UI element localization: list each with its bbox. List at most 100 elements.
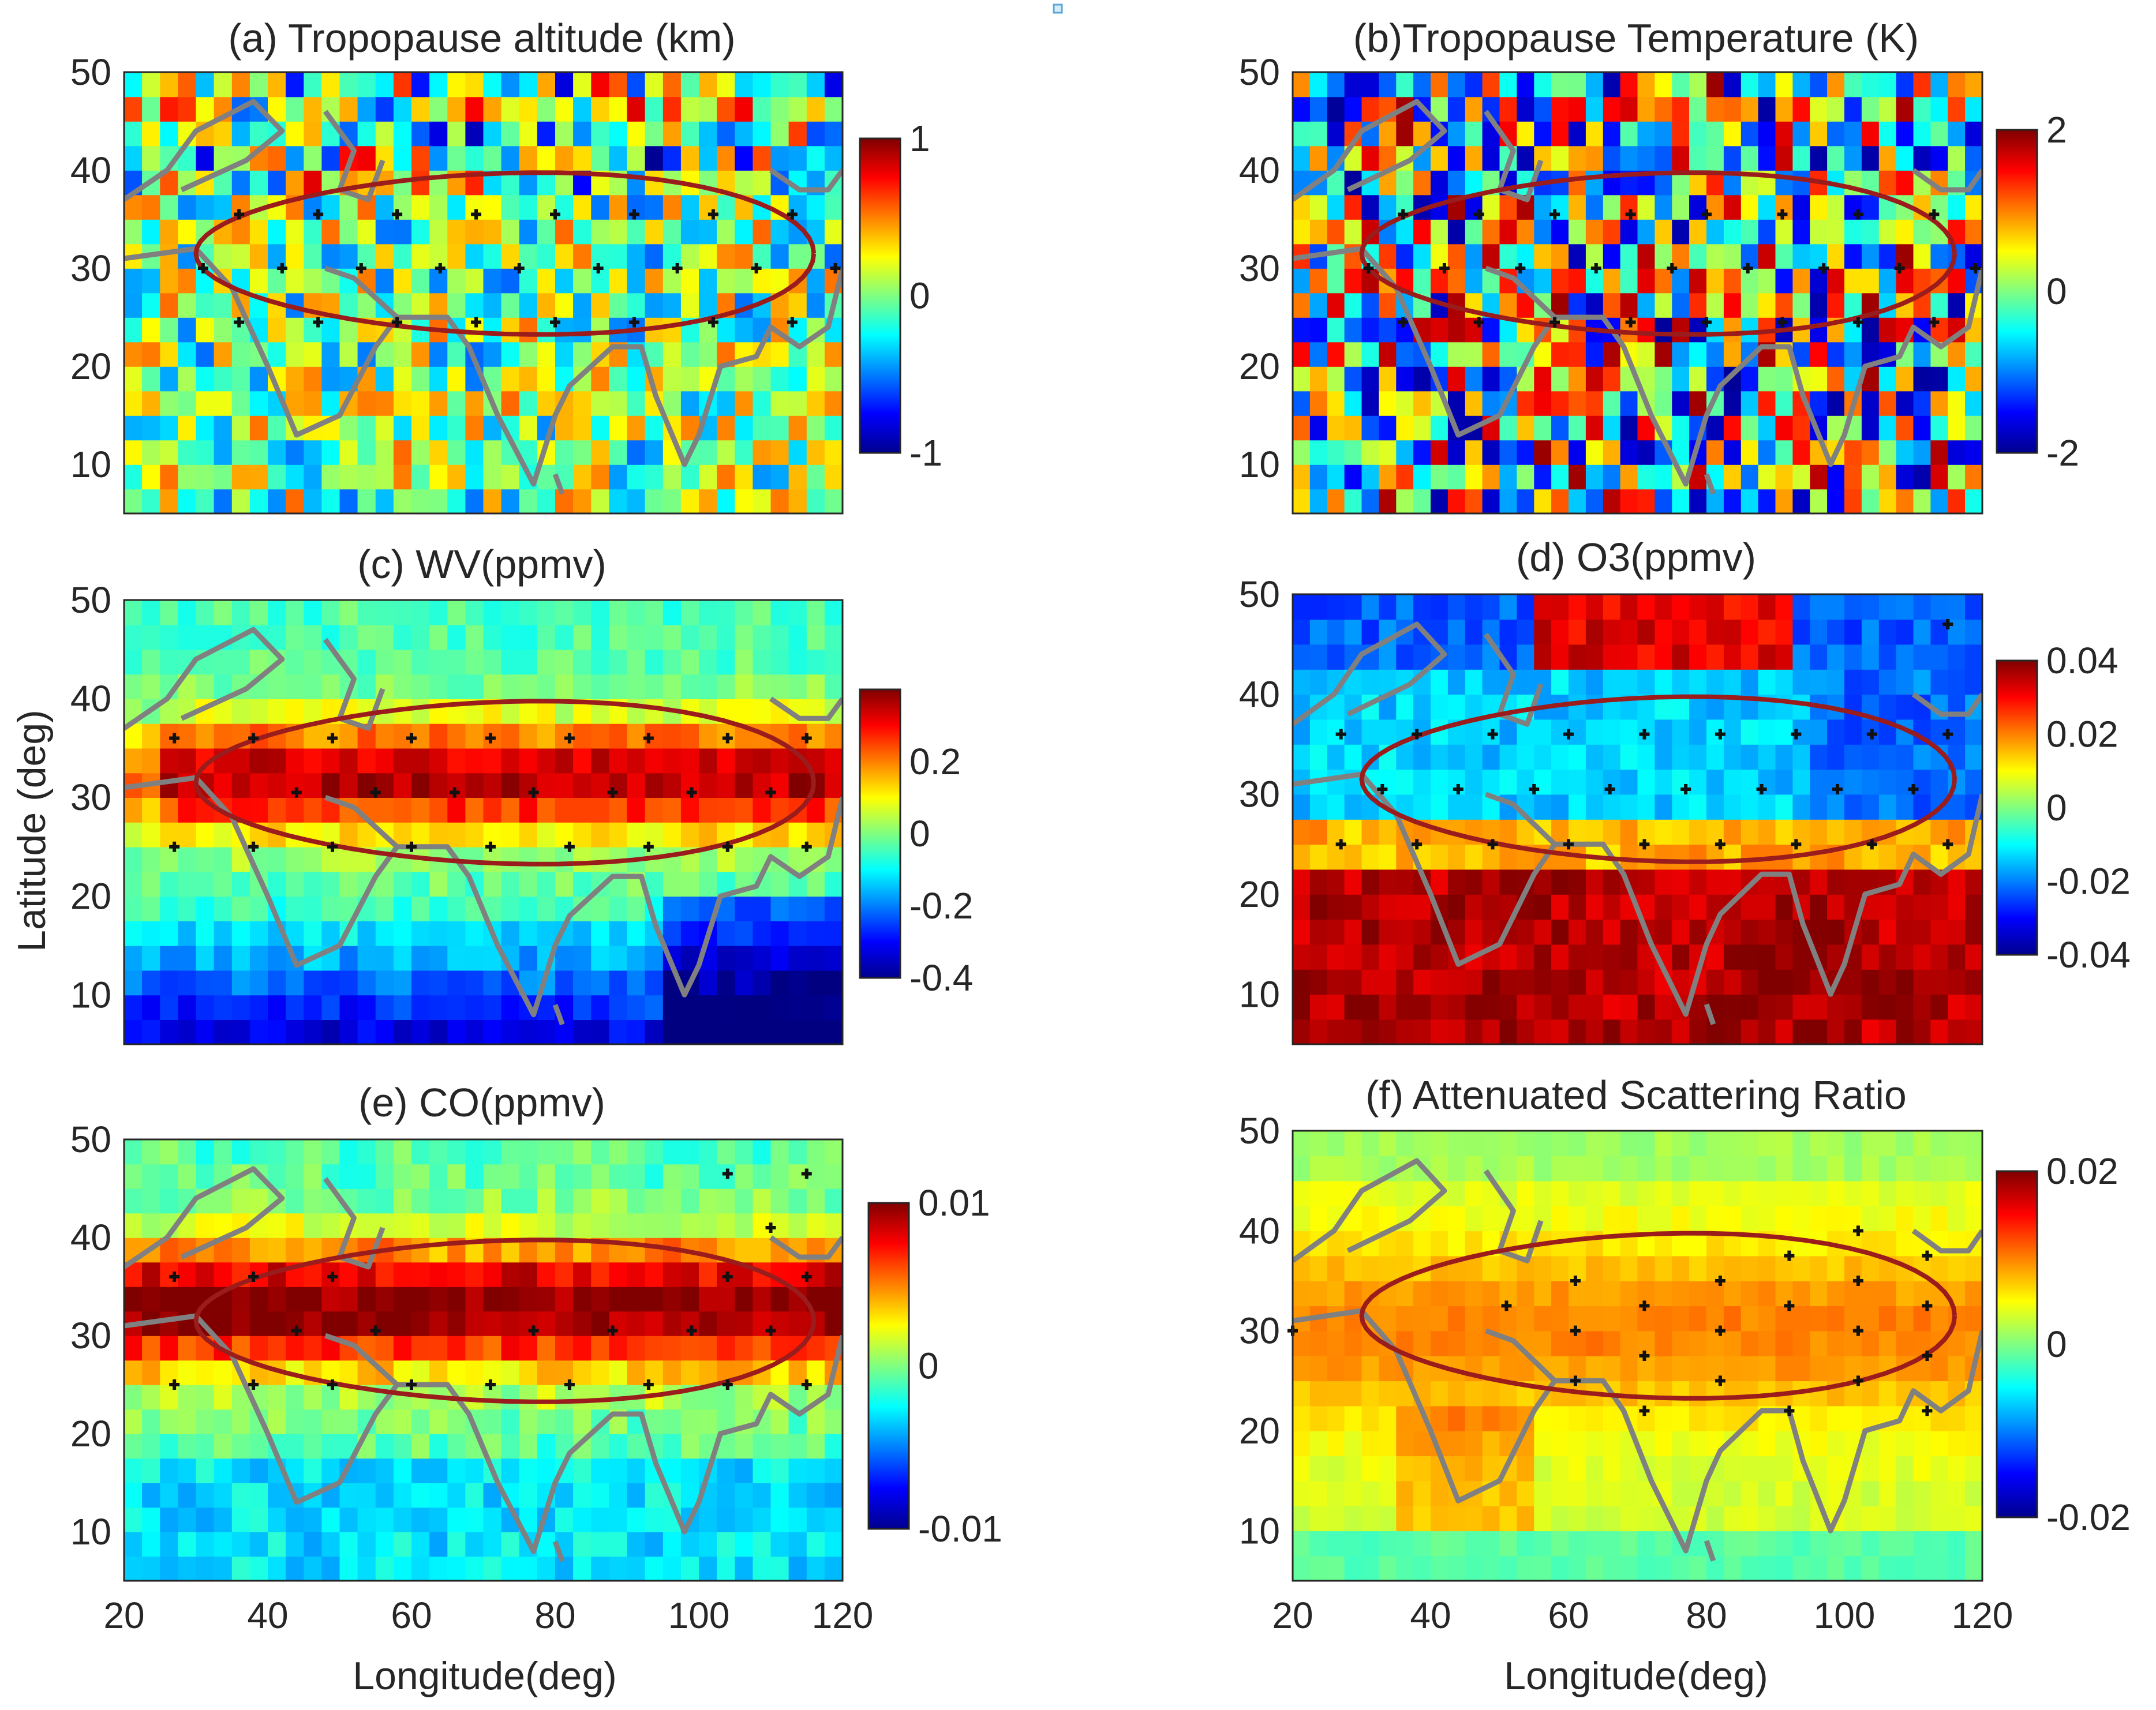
heat-cell xyxy=(1740,1131,1759,1157)
heat-cell xyxy=(1827,96,1845,122)
heat-cell xyxy=(537,1385,556,1410)
heat-cell xyxy=(1465,170,1483,196)
heat-cell xyxy=(609,1507,628,1532)
heat-cell xyxy=(735,1019,754,1044)
heat-cell xyxy=(1534,1506,1552,1532)
heat-cell xyxy=(268,1483,286,1508)
heat-cell xyxy=(1930,994,1949,1020)
heat-cell xyxy=(1447,1231,1466,1257)
heat-cell xyxy=(1585,342,1604,367)
heat-cell xyxy=(1327,1255,1345,1281)
heat-cell xyxy=(1930,1431,1949,1457)
heat-cell xyxy=(1361,1480,1380,1506)
heat-cell xyxy=(1447,1306,1466,1332)
heat-cell xyxy=(1948,644,1966,670)
heat-cell xyxy=(1431,694,1448,720)
heat-cell xyxy=(1361,1356,1380,1382)
heat-cell xyxy=(662,366,682,392)
heat-cell xyxy=(1948,719,1966,745)
significance-marker xyxy=(313,317,324,328)
heat-cell xyxy=(1361,96,1380,122)
heat-cell xyxy=(1775,1431,1794,1457)
heat-cell xyxy=(1861,440,1880,465)
heat-cell xyxy=(1758,719,1776,745)
heat-cell xyxy=(1810,72,1828,97)
heat-cell xyxy=(1948,919,1966,945)
heat-cell xyxy=(1637,1306,1656,1332)
heat-cell xyxy=(393,624,412,650)
panel-e-xticks: 20 40 60 80 100 120 xyxy=(103,1595,873,1636)
heat-cell xyxy=(375,921,394,946)
heat-cell xyxy=(591,1188,610,1214)
heat-cell xyxy=(393,921,412,946)
heat-cell xyxy=(1361,72,1380,97)
heat-cell xyxy=(196,1483,215,1508)
heat-cell xyxy=(1465,1281,1483,1307)
heat-cell xyxy=(196,489,215,513)
heat-cell xyxy=(1792,1506,1811,1532)
significance-marker xyxy=(1894,263,1905,273)
significance-marker xyxy=(485,841,496,852)
heat-cell xyxy=(1309,121,1328,147)
heat-cell xyxy=(1655,1156,1673,1182)
heat-cell xyxy=(1965,1156,1982,1182)
heat-cell xyxy=(1551,1531,1569,1557)
significance-marker xyxy=(643,1379,654,1390)
significance-marker xyxy=(1398,317,1409,328)
heat-cell xyxy=(770,1287,789,1312)
y-tick-label: 10 xyxy=(70,974,111,1015)
heat-cell xyxy=(304,1434,323,1459)
heat-cell xyxy=(1447,994,1466,1020)
heat-cell xyxy=(1792,415,1811,441)
heat-cell xyxy=(1603,719,1621,745)
heat-cell xyxy=(770,1556,789,1581)
heat-cell xyxy=(1810,1555,1828,1581)
heat-cell xyxy=(1948,1405,1966,1431)
heat-cell xyxy=(824,1532,843,1557)
heat-cell xyxy=(1878,894,1897,920)
heat-cell xyxy=(1706,1131,1724,1157)
heat-cell xyxy=(1706,145,1724,171)
heat-cell xyxy=(214,1262,233,1287)
heat-cell xyxy=(393,1311,412,1336)
heat-cell xyxy=(1620,744,1638,770)
heat-cell xyxy=(1792,145,1811,171)
heat-cell xyxy=(1309,894,1328,920)
heat-cell xyxy=(1810,919,1828,945)
heat-cell xyxy=(178,846,197,872)
heat-cell xyxy=(1758,268,1776,294)
heat-cell xyxy=(142,1532,160,1557)
heat-cell xyxy=(519,748,538,774)
heat-cell xyxy=(1309,194,1328,220)
heat-cell xyxy=(393,772,412,798)
heat-cell xyxy=(609,72,628,97)
significance-marker xyxy=(801,841,812,852)
heat-cell xyxy=(753,1188,772,1214)
heat-cell xyxy=(1930,292,1949,318)
heat-cell xyxy=(142,723,160,749)
heat-cell xyxy=(680,489,699,513)
heat-cell xyxy=(249,243,268,269)
heat-cell xyxy=(429,1336,448,1361)
heat-cell xyxy=(178,1360,197,1385)
heat-cell xyxy=(699,96,717,122)
heat-cell xyxy=(591,624,610,650)
heat-cell xyxy=(465,292,484,318)
heat-cell xyxy=(1309,72,1328,97)
heat-cell xyxy=(1603,1431,1621,1457)
heat-cell xyxy=(1413,1306,1431,1332)
heat-cell xyxy=(609,440,628,465)
heat-cell xyxy=(1948,391,1966,416)
heat-cell xyxy=(555,1213,574,1238)
heat-cell xyxy=(1447,869,1466,895)
heat-cell xyxy=(573,772,592,798)
heat-cell xyxy=(1551,669,1569,695)
heat-cell xyxy=(178,945,197,971)
heat-cell xyxy=(249,1139,268,1165)
heat-cell xyxy=(1775,243,1794,269)
colorbar-tick-label: 0 xyxy=(909,275,930,317)
heat-cell xyxy=(699,748,717,774)
heat-cell xyxy=(465,723,484,749)
heat-cell xyxy=(537,921,556,946)
